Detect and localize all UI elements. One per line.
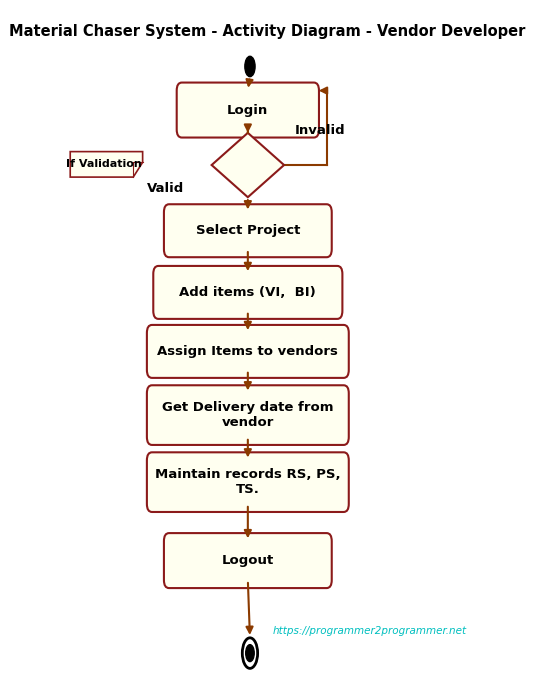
Text: Assign Items to vendors: Assign Items to vendors bbox=[158, 345, 338, 358]
Text: Login: Login bbox=[227, 103, 269, 116]
Text: Invalid: Invalid bbox=[295, 124, 345, 137]
FancyBboxPatch shape bbox=[147, 325, 349, 378]
Ellipse shape bbox=[246, 645, 254, 662]
FancyBboxPatch shape bbox=[153, 266, 342, 319]
Polygon shape bbox=[211, 133, 284, 197]
FancyBboxPatch shape bbox=[177, 82, 319, 137]
Text: https://programmer2programmer.net: https://programmer2programmer.net bbox=[273, 627, 467, 636]
Text: Get Delivery date from
vendor: Get Delivery date from vendor bbox=[162, 401, 334, 429]
Text: Maintain records RS, PS,
TS.: Maintain records RS, PS, TS. bbox=[155, 468, 341, 496]
Polygon shape bbox=[70, 151, 143, 177]
Text: Material Chaser System - Activity Diagram - Vendor Developer: Material Chaser System - Activity Diagra… bbox=[9, 24, 525, 39]
Text: Logout: Logout bbox=[222, 554, 274, 567]
FancyBboxPatch shape bbox=[164, 204, 332, 257]
Text: Add items (VI,  BI): Add items (VI, BI) bbox=[179, 286, 316, 299]
Ellipse shape bbox=[245, 56, 255, 76]
Text: Select Project: Select Project bbox=[195, 224, 300, 237]
FancyBboxPatch shape bbox=[164, 533, 332, 588]
Text: Valid: Valid bbox=[147, 182, 184, 195]
Ellipse shape bbox=[242, 638, 257, 669]
FancyBboxPatch shape bbox=[147, 385, 349, 445]
FancyBboxPatch shape bbox=[147, 452, 349, 512]
Text: If Validation: If Validation bbox=[66, 160, 142, 170]
